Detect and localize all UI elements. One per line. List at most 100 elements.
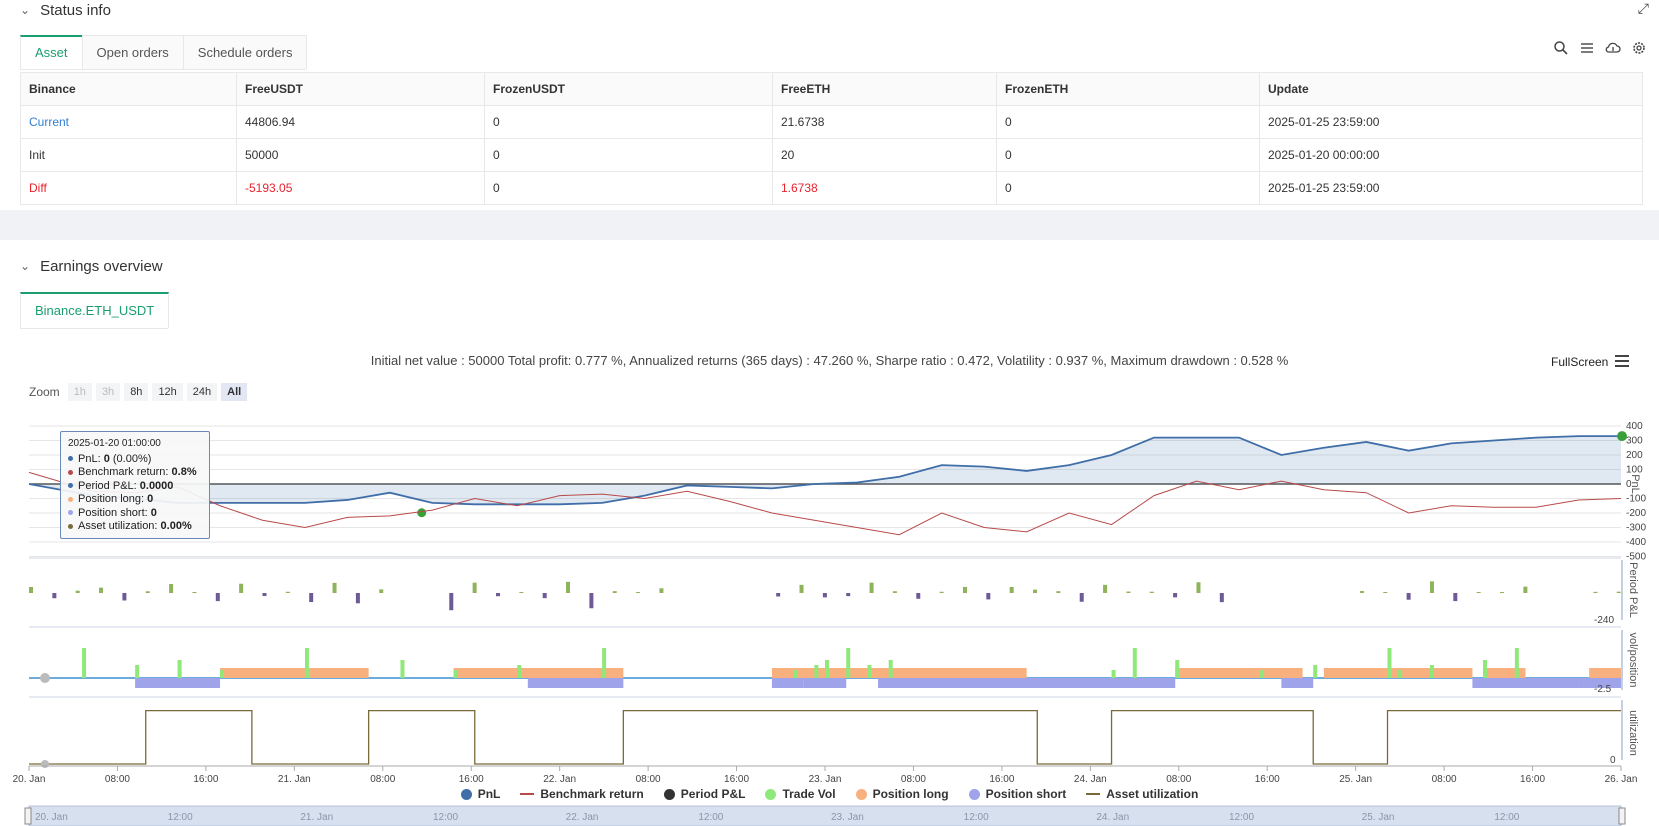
x-tick-label: 26. Jan — [1605, 774, 1638, 785]
legend-trade-vol[interactable]: Trade Vol — [765, 787, 836, 801]
period-bar — [1033, 589, 1038, 593]
cell: 1.6738 — [772, 171, 997, 205]
period-bar — [192, 592, 197, 593]
cloud-download-icon[interactable] — [1605, 40, 1621, 56]
position-short-bar — [878, 678, 1176, 688]
x-tick-label: 08:00 — [1166, 774, 1191, 785]
table-row: Diff -5193.05 0 1.6738 0 2025-01-25 23:5… — [20, 171, 1643, 205]
list-icon[interactable] — [1579, 40, 1595, 56]
period-bar — [1103, 584, 1108, 593]
navigator-handle-right — [1618, 807, 1626, 825]
period-bar — [822, 593, 827, 598]
gear-icon[interactable] — [1631, 40, 1647, 56]
x-tick-label: 21. Jan — [278, 774, 311, 785]
period-bar — [495, 593, 500, 597]
navigator-label: 12:00 — [698, 812, 723, 823]
y-tick-label: -200 — [1626, 508, 1646, 519]
fullscreen-button[interactable]: FullScreen — [1551, 355, 1609, 369]
period-bar — [1173, 593, 1178, 598]
x-tick-label: 08:00 — [901, 774, 926, 785]
legend-benchmark[interactable]: Benchmark return — [520, 787, 644, 801]
position-short-bar — [803, 678, 847, 688]
y-tick-label: 0 — [1626, 479, 1632, 490]
position-long-bar — [771, 668, 1027, 678]
row-label-current[interactable]: Current — [20, 105, 237, 139]
zoom-1h-button[interactable]: 1h — [67, 383, 92, 401]
hamburger-menu-icon[interactable] — [1614, 354, 1630, 371]
x-tick-label: 25. Jan — [1339, 774, 1372, 785]
search-icon[interactable] — [1553, 40, 1569, 56]
navigator-label: 22. Jan — [566, 812, 599, 823]
x-tick-label: 16:00 — [193, 774, 218, 785]
period-bar — [145, 591, 150, 593]
trade-vol-bar — [846, 648, 851, 678]
period-bar — [1429, 581, 1434, 593]
trade-vol-bar — [177, 660, 182, 678]
status-header[interactable]: ⌄ Status info — [20, 2, 111, 19]
period-bar — [1523, 586, 1528, 593]
trade-vol-bar — [1260, 670, 1265, 678]
y-tick-label: 0 — [1610, 755, 1616, 766]
period-bar — [449, 593, 454, 611]
period-bar — [472, 582, 477, 593]
cell: 0 — [996, 171, 1260, 205]
period-bar — [1359, 590, 1364, 593]
zoom-3h-button[interactable]: 3h — [95, 383, 121, 401]
trade-vol-bar — [1111, 670, 1116, 678]
position-short-bar — [1281, 678, 1314, 688]
trade-vol-bar — [1483, 660, 1488, 678]
position-short-bar — [527, 678, 624, 688]
position-long-bar — [220, 668, 369, 678]
zoom-24h-button[interactable]: 24h — [186, 383, 218, 401]
period-bar — [332, 582, 337, 593]
position-long-bar — [1483, 668, 1526, 678]
period-bar — [1056, 591, 1061, 593]
legend-period-pnl[interactable]: Period P&L — [663, 787, 745, 801]
earnings-summary: Initial net value : 50000 Total profit: … — [370, 353, 1289, 368]
trade-vol-bar — [304, 648, 309, 678]
cell: 2025-01-25 23:59:00 — [1259, 171, 1643, 205]
x-tick-label: 08:00 — [636, 774, 661, 785]
y-tick-label: 400 — [1626, 421, 1643, 432]
period-bar — [1126, 591, 1131, 593]
period-bar — [1219, 593, 1224, 603]
period-bar — [99, 587, 104, 593]
navigator-label: 20. Jan — [35, 812, 68, 823]
x-tick-label: 16:00 — [989, 774, 1014, 785]
zoom-8h-button[interactable]: 8h — [124, 383, 149, 401]
navigator-label: 23. Jan — [831, 812, 864, 823]
tab-schedule-orders[interactable]: Schedule orders — [182, 35, 308, 69]
period-bar — [916, 593, 921, 599]
period-bar — [869, 582, 874, 593]
legend-position-long[interactable]: Position long — [855, 787, 949, 801]
period-bar — [542, 593, 547, 599]
position-short-bar — [1578, 678, 1621, 688]
legend-pnl[interactable]: PnL — [460, 787, 500, 801]
tab-binance-eth-usdt[interactable]: Binance.ETH_USDT — [20, 292, 170, 328]
tab-asset[interactable]: Asset — [20, 35, 83, 69]
trade-vol-bar — [135, 665, 140, 678]
period-bar — [776, 593, 781, 597]
pane-label: PnL — [1629, 474, 1641, 494]
tooltip-long: Position long: 0 — [68, 493, 202, 507]
zoom-12h-button[interactable]: 12h — [152, 383, 183, 401]
y-tick-label: -100 — [1626, 494, 1646, 505]
collapse-icon[interactable]: ⤢ — [1637, 0, 1649, 16]
status-title: Status info — [40, 2, 111, 19]
navigator-label: 24. Jan — [1096, 812, 1129, 823]
navigator-label: 21. Jan — [300, 812, 333, 823]
y-tick-label: 200 — [1626, 450, 1643, 461]
legend-position-short[interactable]: Position short — [968, 787, 1066, 801]
earnings-header[interactable]: ⌄ Earnings overview — [20, 258, 163, 275]
y-tick-label: 100 — [1626, 465, 1643, 476]
period-bar — [52, 593, 57, 599]
trade-vol-bar — [1387, 648, 1392, 678]
legend-asset-util[interactable]: Asset utilization — [1086, 787, 1198, 801]
navigator-label: 12:00 — [1494, 812, 1519, 823]
zoom-all-button[interactable]: All — [221, 383, 248, 401]
zoom-label: Zoom — [29, 385, 60, 399]
cell: 0 — [484, 171, 773, 205]
period-bar — [75, 590, 80, 593]
tab-open-orders[interactable]: Open orders — [81, 35, 184, 69]
